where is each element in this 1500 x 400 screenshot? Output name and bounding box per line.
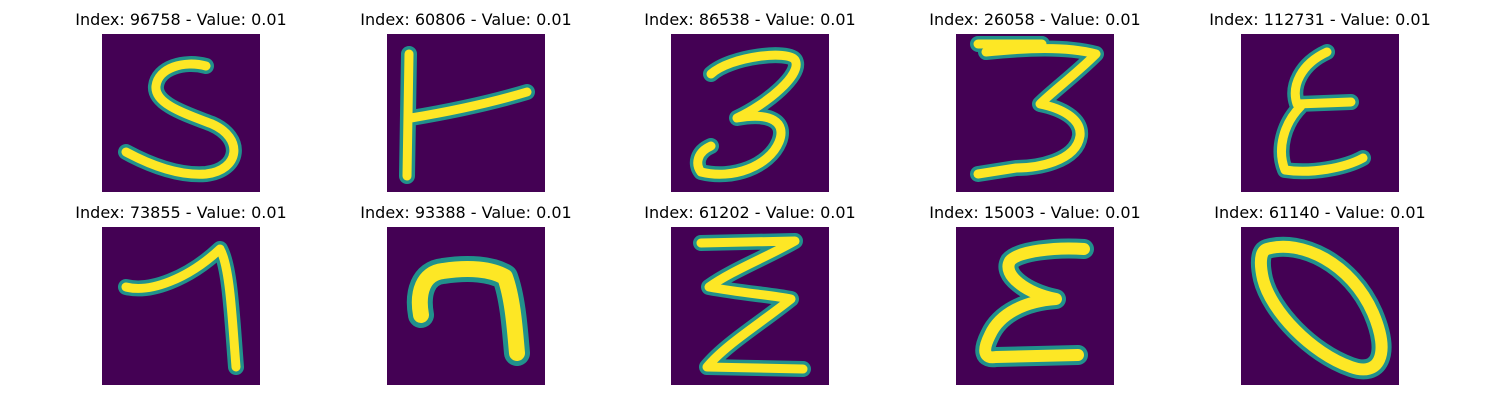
digit-epsilon-icon bbox=[1241, 34, 1399, 192]
digit-5-icon bbox=[102, 34, 260, 192]
image-panel: Index: 96758 - Value: 0.01 bbox=[75, 10, 287, 200]
panel-title: Index: 61140 - Value: 0.01 bbox=[1214, 203, 1426, 222]
panel-title: Index: 26058 - Value: 0.01 bbox=[929, 10, 1141, 29]
digit-3-icon bbox=[956, 34, 1114, 192]
panel-title: Index: 60806 - Value: 0.01 bbox=[360, 10, 572, 29]
panel-title: Index: 73855 - Value: 0.01 bbox=[75, 203, 287, 222]
digit-7-icon bbox=[387, 227, 545, 385]
image-panel: Index: 86538 - Value: 0.01 bbox=[644, 10, 856, 200]
panel-title: Index: 96758 - Value: 0.01 bbox=[75, 10, 287, 29]
image-panel: Index: 73855 - Value: 0.01 bbox=[75, 203, 287, 393]
image-panel: Index: 60806 - Value: 0.01 bbox=[360, 10, 572, 200]
panel-title: Index: 112731 - Value: 0.01 bbox=[1209, 10, 1431, 29]
image-panel: Index: 15003 - Value: 0.01 bbox=[929, 203, 1141, 393]
digit-1-icon bbox=[102, 227, 260, 385]
image-panel: Index: 61202 - Value: 0.01 bbox=[644, 203, 856, 393]
digit-h-icon bbox=[387, 34, 545, 192]
digit-0-icon bbox=[1241, 227, 1399, 385]
digit-z-icon bbox=[671, 227, 829, 385]
image-panel: Index: 93388 - Value: 0.01 bbox=[360, 203, 572, 393]
image-panel: Index: 61140 - Value: 0.01 bbox=[1214, 203, 1426, 393]
image-panel: Index: 112731 - Value: 0.01 bbox=[1209, 10, 1431, 200]
image-panel: Index: 26058 - Value: 0.01 bbox=[929, 10, 1141, 200]
digit-epsilon-icon bbox=[956, 227, 1114, 385]
panel-title: Index: 86538 - Value: 0.01 bbox=[644, 10, 856, 29]
panel-title: Index: 93388 - Value: 0.01 bbox=[360, 203, 572, 222]
panel-title: Index: 61202 - Value: 0.01 bbox=[644, 203, 856, 222]
digit-3-icon bbox=[671, 34, 829, 192]
panel-title: Index: 15003 - Value: 0.01 bbox=[929, 203, 1141, 222]
